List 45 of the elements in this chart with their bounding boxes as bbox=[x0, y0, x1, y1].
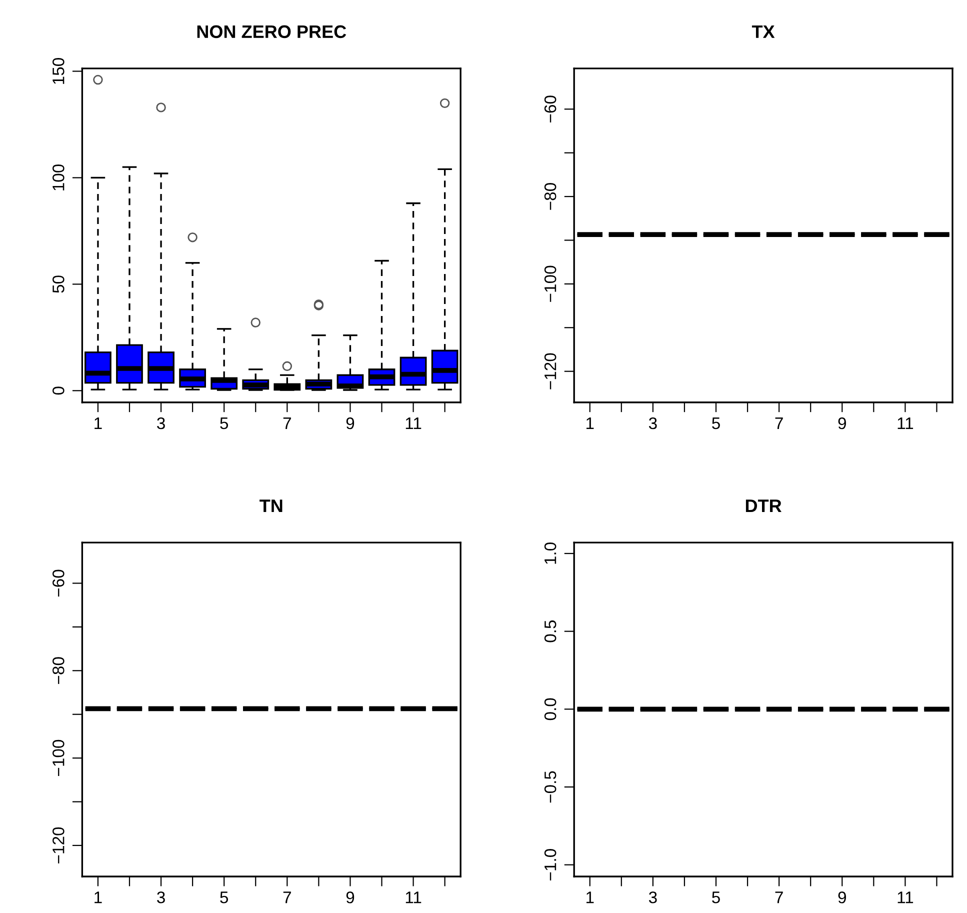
y-tick-label: −100 bbox=[544, 266, 556, 302]
y-tick-label: −1.0 bbox=[544, 849, 556, 880]
x-tick-label: 7 bbox=[283, 418, 291, 430]
chart-title: TN bbox=[260, 500, 282, 512]
x-tick-label: 1 bbox=[586, 418, 594, 430]
x-tick-label: 11 bbox=[406, 892, 422, 904]
y-tick-label: −80 bbox=[52, 657, 64, 684]
y-tick-label: 50 bbox=[52, 276, 64, 293]
x-tick-label: 1 bbox=[94, 418, 102, 430]
x-tick-label: 9 bbox=[346, 417, 354, 430]
x-tick-label: 11 bbox=[406, 418, 422, 430]
y-tick-label: −80 bbox=[544, 183, 556, 210]
chart-title: TX bbox=[752, 26, 775, 38]
y-tick-label: 0.0 bbox=[544, 698, 556, 720]
x-tick-label: 3 bbox=[157, 892, 165, 904]
x-tick-label: 3 bbox=[157, 417, 165, 430]
y-tick-label: −0.5 bbox=[544, 771, 556, 803]
x-tick-label: 5 bbox=[712, 892, 720, 904]
x-tick-label: 7 bbox=[283, 892, 291, 904]
x-tick-label: 11 bbox=[898, 418, 914, 430]
y-tick-label: −100 bbox=[52, 740, 64, 776]
x-tick-label: 7 bbox=[775, 418, 783, 430]
y-tick-label: −120 bbox=[52, 827, 64, 864]
x-tick-label: 1 bbox=[586, 892, 594, 904]
y-tick-label: 0 bbox=[52, 386, 64, 395]
y-tick-label: 100 bbox=[52, 164, 64, 190]
x-tick-label: 5 bbox=[220, 892, 228, 904]
y-tick-label: −60 bbox=[544, 96, 556, 122]
x-tick-label: 5 bbox=[712, 418, 720, 430]
x-tick-label: 9 bbox=[346, 892, 354, 904]
x-tick-label: 1 bbox=[94, 892, 102, 904]
y-tick-label: −60 bbox=[52, 570, 64, 597]
x-tick-label: 5 bbox=[220, 418, 228, 430]
chart-title: DTR bbox=[746, 500, 782, 512]
chart-title: NON ZERO PREC bbox=[197, 25, 346, 38]
y-tick-label: 0.5 bbox=[544, 620, 556, 642]
x-tick-label: 3 bbox=[648, 417, 657, 430]
y-tick-label: 1.0 bbox=[544, 542, 556, 564]
x-tick-label: 3 bbox=[648, 892, 657, 904]
y-tick-label: 150 bbox=[52, 58, 64, 84]
x-tick-label: 11 bbox=[898, 892, 914, 904]
x-tick-label: 7 bbox=[775, 892, 783, 904]
y-tick-label: −120 bbox=[544, 353, 556, 390]
x-tick-label: 9 bbox=[838, 417, 846, 430]
x-tick-label: 9 bbox=[838, 892, 846, 904]
